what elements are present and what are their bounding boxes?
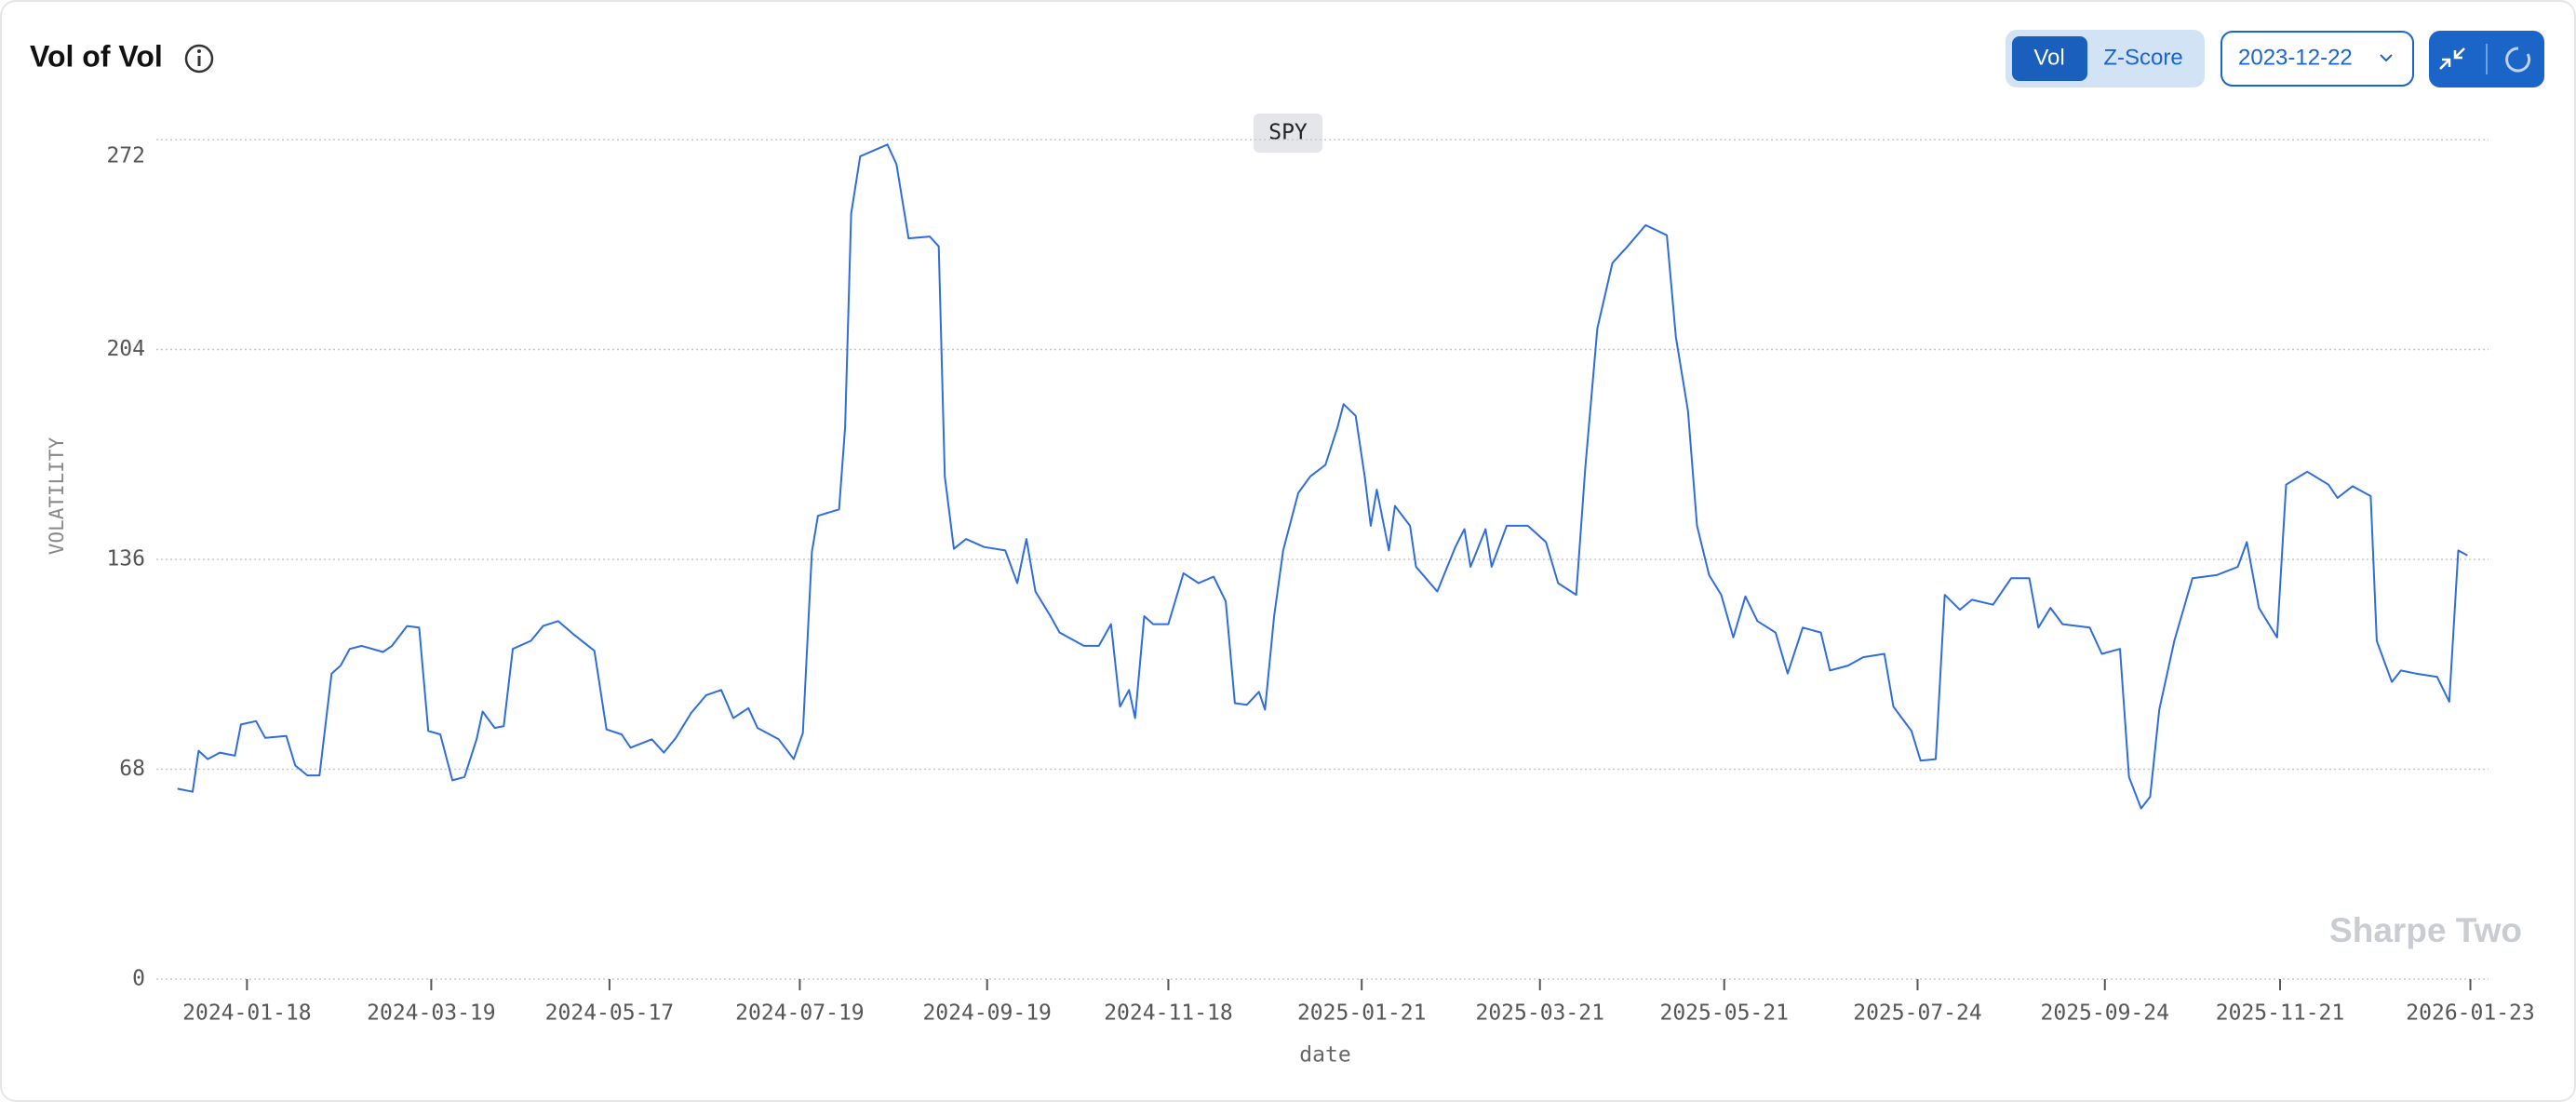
x-tick-label: 2025-11-21: [2216, 1001, 2344, 1026]
x-tick-label: 2024-01-18: [182, 1001, 311, 1026]
y-tick-label: 204: [106, 337, 145, 361]
toggle-vol-label[interactable]: Vol: [2033, 45, 2064, 70]
panel-title: Vol of Vol: [30, 39, 163, 73]
x-tick-label: 2025-07-24: [1853, 1001, 1981, 1026]
legend-label: SPY: [1268, 121, 1308, 145]
x-axis-title: date: [1299, 1043, 1350, 1068]
plot-area: 0 68 136 204 272 2024-01-18 2024-03-19 2024-05-…: [106, 139, 2535, 1026]
date-picker[interactable]: [2220, 31, 2414, 87]
data-line: [177, 143, 2468, 810]
y-tick-label: 136: [106, 547, 145, 571]
legend-badge: [1254, 114, 1322, 153]
x-tick-label: 2024-07-19: [735, 1001, 864, 1026]
toggle-zscore-label[interactable]: Z-Score: [2103, 45, 2182, 70]
x-tick-label: 2026-01-23: [2406, 1001, 2534, 1026]
x-tick-label: 2025-01-21: [1297, 1001, 1426, 1026]
y-tick-label: 272: [106, 144, 145, 168]
x-tick-label: 2024-11-18: [1104, 1001, 1232, 1026]
info-icon[interactable]: [184, 44, 214, 74]
spinner-icon: [2505, 47, 2531, 73]
x-tick-label: 2024-03-19: [367, 1001, 495, 1026]
y-axis-title: VOLATILITY: [46, 437, 68, 555]
y-tick-label: 68: [119, 757, 145, 781]
y-tick-label: 0: [132, 967, 145, 991]
x-tick-label: 2024-05-17: [545, 1001, 674, 1026]
x-tick-label: 2025-09-24: [2041, 1001, 2169, 1026]
collapse-icon[interactable]: [2439, 47, 2465, 70]
x-tick-label: 2025-05-21: [1659, 1001, 1788, 1026]
x-tick-label: 2025-03-21: [1475, 1001, 1603, 1026]
date-picker-value[interactable]: 2023-12-22: [2238, 45, 2353, 70]
chevron-icon: [2380, 54, 2393, 62]
toggle-vol[interactable]: [2012, 36, 2087, 81]
watermark: Sharpe Two: [2329, 911, 2522, 949]
x-tick-label: 2024-09-19: [922, 1001, 1051, 1026]
